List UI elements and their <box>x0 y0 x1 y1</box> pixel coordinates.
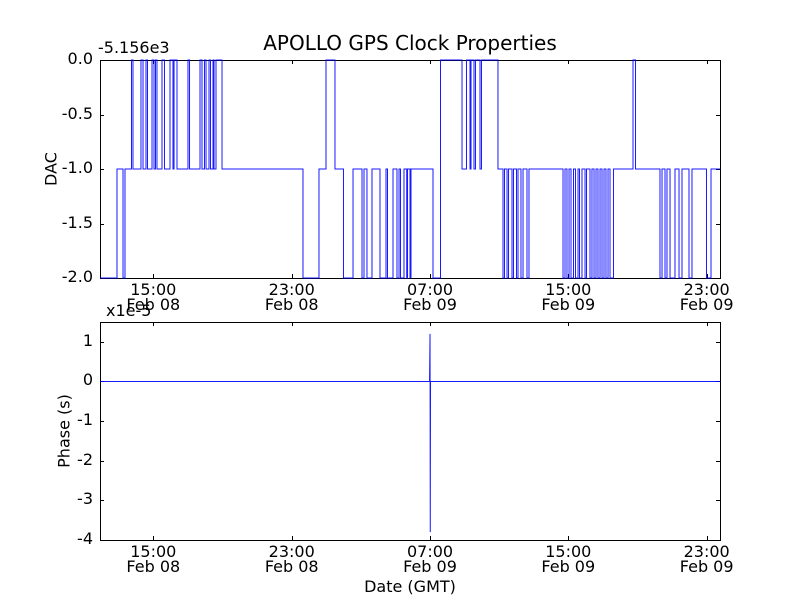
phase-x-tick-label: 23:00 Feb 09 <box>679 542 734 576</box>
phase-y-tick-label: -3 <box>77 489 93 509</box>
dac-y-tick-label: -1.5 <box>61 212 93 232</box>
phase-axes-border <box>100 322 721 541</box>
dac-x-tick-label: 23:00 Feb 09 <box>679 280 734 314</box>
tick-text: Feb 08 <box>126 557 181 576</box>
tick-text: Feb 08 <box>264 295 319 314</box>
tick-text: 15:00 <box>130 280 177 299</box>
tick-text: 23:00 <box>683 280 730 299</box>
dac-x-tick-label: 15:00 Feb 08 <box>126 280 181 314</box>
tick-text: 15:00 <box>545 280 592 299</box>
tick-text: Feb 09 <box>541 295 596 314</box>
tick-text: Feb 09 <box>679 557 734 576</box>
tick-text: Feb 08 <box>126 295 181 314</box>
dac-x-tick-label: 23:00 Feb 08 <box>264 280 319 314</box>
tick-text: 07:00 <box>406 542 454 561</box>
phase-x-tick-label: 15:00 Feb 09 <box>541 542 596 576</box>
phase-y-tick-label: 1 <box>82 330 93 350</box>
x-axis-label: Date (GMT) <box>364 577 456 596</box>
phase-x-tick-label: 07:00 Feb 09 <box>403 542 457 576</box>
dac-y-tick-label: -2.0 <box>61 267 93 286</box>
dac-axis-offset-text: -5.156e3 <box>98 38 170 57</box>
tick-text: 23:00 <box>268 280 315 299</box>
tick-text: 15:00 <box>130 542 177 561</box>
tick-text: 23:00 <box>683 542 730 561</box>
phase-x-tick-label: 23:00 Feb 08 <box>264 542 319 576</box>
phase-y-tick-label: 0 <box>82 370 93 390</box>
phase-axis-scale-text: x1e-5 <box>106 301 152 320</box>
tick-text: 07:00 <box>406 280 454 299</box>
tick-text: Feb 09 <box>541 557 596 576</box>
tick-text: Feb 08 <box>264 557 319 576</box>
tick-text: 23:00 <box>268 542 315 561</box>
phase-y-tick-label: -4 <box>77 529 93 548</box>
dac-y-tick-label: -0.5 <box>61 103 93 123</box>
tick-text: Feb 09 <box>403 295 457 314</box>
tick-text: 15:00 <box>545 542 592 561</box>
dac-y-tick-label: -1.0 <box>61 158 93 177</box>
dac-x-tick-label: 15:00 Feb 09 <box>541 280 596 314</box>
phase-y-tick-label: -2 <box>77 449 93 469</box>
phase-series-line <box>100 333 720 533</box>
chart-title: APOLLO GPS Clock Properties <box>263 31 557 55</box>
tick-text: Feb 09 <box>403 557 457 576</box>
phase-y-tick-label: -1 <box>77 410 93 430</box>
dac-x-tick-label: 07:00 Feb 09 <box>403 280 457 314</box>
phase-x-tick-label: 15:00 Feb 08 <box>126 542 181 576</box>
dac-y-tick-label: 0.0 <box>67 49 93 68</box>
tick-text: Feb 09 <box>679 295 734 314</box>
dac-series-line <box>100 59 720 279</box>
